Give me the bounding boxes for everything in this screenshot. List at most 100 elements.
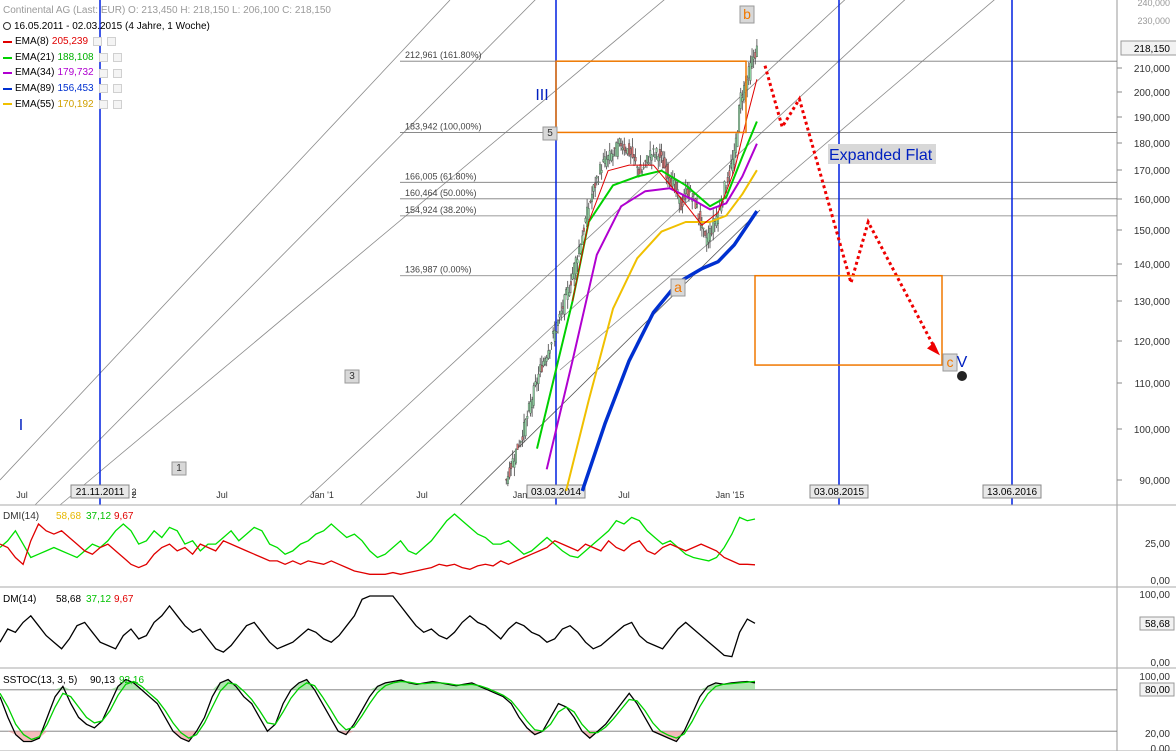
candle-body — [539, 364, 542, 372]
candle — [532, 382, 535, 409]
close-icon[interactable] — [107, 37, 117, 47]
candle-body — [547, 350, 550, 359]
legend-entry-ema89[interactable]: EMA(89) 156,453 — [3, 81, 331, 97]
settings-icon[interactable] — [98, 68, 108, 78]
ema34-swatch — [3, 72, 12, 75]
candle-body — [741, 97, 744, 102]
legend-entry-ema21[interactable]: EMA(21) 188,108 — [3, 50, 331, 66]
y-tick-label: 150,000 — [1134, 226, 1171, 237]
channel-line — [0, 0, 451, 481]
settings-icon[interactable] — [98, 84, 108, 94]
close-icon[interactable] — [112, 53, 122, 63]
candle — [712, 209, 715, 241]
candle — [594, 176, 597, 198]
candle-body — [623, 143, 626, 151]
candle-body — [657, 155, 660, 162]
y-tick-label: 100,000 — [1134, 425, 1171, 436]
candle-body — [616, 142, 619, 157]
x-tick-label: 2 — [131, 490, 136, 500]
date-marker: 13.06.2016 — [982, 484, 1042, 499]
settings-icon[interactable] — [98, 53, 108, 63]
candle-body — [510, 463, 513, 470]
candle — [599, 161, 601, 176]
candle-body — [615, 142, 618, 157]
candle-body — [607, 155, 610, 160]
candle-body — [555, 331, 558, 333]
legend-entry-ema34[interactable]: EMA(34) 179,732 — [3, 65, 331, 81]
wave-label: 5 — [542, 126, 558, 141]
last-value-box — [1139, 616, 1175, 631]
candle — [647, 155, 650, 166]
clock-icon — [3, 22, 11, 31]
candle-body — [552, 330, 555, 334]
wave-label-text: V — [957, 354, 968, 371]
candle-body — [684, 188, 687, 194]
x-tick-label: Jan '1 — [310, 490, 334, 500]
candle-body — [641, 171, 644, 174]
y-tick-label: 130,000 — [1134, 297, 1171, 308]
candle-body — [743, 85, 745, 100]
candle-body — [602, 159, 605, 162]
panel-title: DM(14) 58,68 37,12 9,67 — [3, 594, 134, 605]
candle — [555, 331, 558, 334]
close-icon[interactable] — [112, 99, 122, 109]
candle-body — [600, 170, 603, 173]
legend-value: 188,108 — [57, 51, 94, 63]
candle — [704, 229, 707, 238]
candle-body — [516, 443, 519, 450]
candle-body — [650, 154, 653, 161]
settings-icon[interactable] — [98, 99, 108, 109]
candle-body — [599, 164, 601, 174]
y-tick-label: 170,000 — [1134, 166, 1171, 177]
candle — [652, 144, 655, 157]
candle — [620, 138, 623, 151]
settings-icon[interactable] — [93, 37, 103, 47]
channel-line — [299, 0, 846, 506]
candle — [710, 225, 713, 237]
candle-body — [540, 365, 543, 372]
candle-body — [565, 289, 568, 295]
candle-body — [647, 162, 650, 165]
panel-value: 37,12 — [86, 511, 111, 522]
candle — [631, 138, 634, 159]
candle-body — [563, 294, 566, 315]
candle — [516, 443, 519, 450]
candle-body — [649, 150, 652, 158]
candle-body — [709, 228, 711, 241]
candle-body — [613, 147, 616, 149]
legend-entry-ema8[interactable]: EMA(8) 205,239 — [3, 34, 331, 50]
candle — [574, 255, 577, 281]
candle — [537, 366, 540, 392]
panel-value: 37,12 — [86, 594, 111, 605]
legend-entry-ema55[interactable]: EMA(55) 170,192 — [3, 97, 331, 113]
panel-title: DMI(14) 58,68 37,12 9,67 — [3, 511, 134, 522]
ema-line — [545, 143, 758, 470]
target-box — [754, 274, 943, 366]
annotation-text: Expanded Flat — [829, 147, 933, 164]
candle-body — [571, 273, 574, 280]
y-tick-label-top: 240,000 — [1137, 0, 1170, 8]
y-tick-label: 140,000 — [1134, 260, 1171, 271]
candle — [550, 341, 553, 350]
legend-range: 16.05.2011 - 02.03.2015 (4 Jahre, 1 Woch… — [3, 19, 331, 35]
candle — [600, 164, 603, 180]
candle-body — [715, 216, 718, 226]
candle — [699, 203, 702, 231]
legend-title: Continental AG (Last: EUR) O: 213,450 H:… — [3, 3, 331, 19]
ema-line — [565, 169, 758, 492]
candle-body — [524, 419, 527, 437]
candle — [581, 230, 584, 245]
candle-body — [576, 259, 579, 264]
candle-body — [710, 233, 713, 235]
candle-body — [568, 292, 571, 296]
level-box — [1139, 682, 1175, 697]
candle — [595, 175, 598, 186]
candle-body — [569, 281, 572, 286]
wave-label-text: 5 — [547, 128, 553, 139]
close-icon[interactable] — [112, 68, 122, 78]
y-tick-label: 210,000 — [1134, 64, 1171, 75]
candle-body — [536, 382, 538, 385]
close-icon[interactable] — [112, 84, 122, 94]
panel-y-label: 100,00 — [1139, 672, 1170, 683]
candle-body — [594, 182, 597, 188]
